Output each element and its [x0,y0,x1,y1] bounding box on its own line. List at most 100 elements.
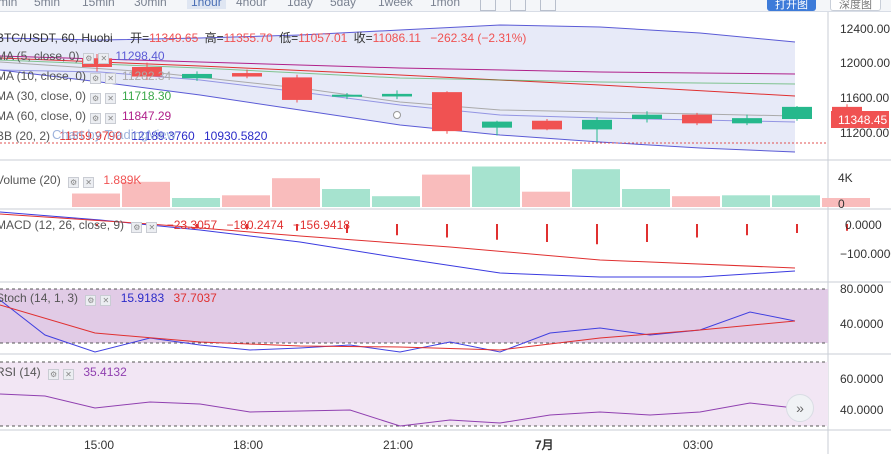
ma-label[interactable]: MA (30, close, 0) [0,89,87,103]
bollinger-lower-line [0,69,796,153]
volume-bar [472,166,520,207]
ma-label[interactable]: MA (10, close, 0) [0,69,87,83]
bb-lower-value: 10930.5820 [203,129,268,143]
ma-legend: MA (30, close, 0) ⚙ ✕ 11718.30 [0,89,171,104]
open-value: 11349.65 [149,31,199,45]
price-tick: 12000.00 [840,56,890,70]
watermark: Chart by TradingView [52,127,177,142]
macd-hist-bar [796,224,798,233]
rsi-legend: RSI (14) ⚙ ✕ 35.4132 [0,365,127,380]
scroll-to-realtime-button[interactable]: » [786,394,814,422]
macd-legend: MACD (12, 26, close, 9) ⚙ ✕ −23.3057 −180… [0,218,350,233]
price-tick: 11600.00 [840,91,889,105]
depth-chart-button[interactable]: 深度图 [830,0,881,11]
symbol-name[interactable]: BTC/USDT, 60, Huobi [0,31,113,45]
ma-value: 11298.40 [115,49,165,63]
ma-label[interactable]: MA (5, close, 0) [0,49,80,63]
close-icon[interactable]: ✕ [105,93,117,104]
ma-label[interactable]: MA (60, close, 0) [0,109,87,123]
crosshair-marker [393,111,401,119]
volume-bar [722,195,770,207]
close-icon[interactable]: ✕ [146,222,158,233]
timeframe-15min[interactable]: 15min [82,0,115,9]
settings-icon[interactable]: ⚙ [90,113,102,124]
ma-legend: MA (5, close, 0) ⚙ ✕ 11298.40 [0,49,165,64]
settings-icon[interactable] [540,0,556,11]
candle-body [82,58,112,67]
candle-body [682,114,712,124]
settings-icon[interactable]: ⚙ [68,177,80,188]
volume-bar [622,189,670,207]
close-label: 收= [353,31,373,45]
macd-label[interactable]: MACD (12, 26, close, 9) [0,218,125,232]
macd-tick: 0.0000 [845,218,882,232]
close-icon[interactable]: ✕ [83,177,95,188]
ma-value: 11847.29 [122,109,172,123]
stoch-label[interactable]: Stoch (14, 1, 3) [0,291,79,305]
volume-label[interactable]: Volume (20) [0,173,61,187]
bb-label[interactable]: BB (20, 2) [0,129,51,143]
settings-icon[interactable]: ⚙ [131,222,143,233]
rsi-tick: 60.0000 [840,372,884,386]
volume-bar [572,169,620,207]
settings-icon[interactable]: ⚙ [83,53,95,64]
timeframe-4hour[interactable]: 4hour [236,0,267,9]
volume-bar [522,191,570,207]
timeframe-5day[interactable]: 5day [330,0,357,9]
close-icon[interactable]: ✕ [105,113,117,124]
stoch-k-value: 15.9183 [120,291,165,305]
timeframe-1week[interactable]: 1week [378,0,413,9]
last-price-label: 11348.45 [838,113,887,127]
price-chart[interactable]: 12400.00 12000.00 11600.00 11200.00 1134… [0,12,891,454]
timeframe-1mon[interactable]: 1mon [430,0,461,9]
timeframe-1day[interactable]: 1day [287,0,314,9]
time-tick: 15:00 [84,438,114,452]
timeframe-min[interactable]: min [0,0,18,9]
candle-body [732,118,762,124]
close-icon[interactable]: ✕ [100,295,112,306]
rsi-line [0,393,796,427]
close-icon[interactable]: ✕ [63,369,75,380]
bb-upper-value: 12189.3760 [131,129,195,143]
high-value: 11355.70 [223,31,273,45]
open-chart-button[interactable]: 打开图 [767,0,816,11]
bb-basis-value: 11559.9790 [59,129,122,143]
indicators-icon[interactable] [510,0,526,11]
macd-hist-bar [446,224,448,238]
candle-body [382,93,412,97]
close-icon[interactable]: ✕ [98,53,110,64]
stoch-tick: 40.0000 [840,317,884,331]
settings-icon[interactable]: ⚙ [90,73,102,84]
macd-hist-bar [546,224,548,242]
candle-body [482,121,512,128]
timeframe-5min[interactable]: 5min [34,0,61,9]
volume-tick: 4K [838,171,853,185]
timeframe-30min[interactable]: 30min [134,0,167,9]
ma-60-line [0,55,796,75]
volume-bar [222,195,270,207]
rsi-value: 35.4132 [83,365,127,379]
settings-icon[interactable]: ⚙ [85,295,97,306]
macd-signal-line [0,213,796,269]
settings-icon[interactable]: ⚙ [90,93,102,104]
macd-hist-bar [646,224,648,242]
volume-bar [72,193,120,207]
candles [82,54,862,143]
macd-hist-bar [96,224,98,227]
close-icon[interactable]: ✕ [105,73,117,84]
volume-bar [172,198,220,207]
rsi-label[interactable]: RSI (14) [0,365,41,379]
change-value: −262.34 (−2.31%) [430,31,527,45]
chart-type-icon[interactable] [480,0,496,11]
candle-body [182,73,212,79]
volume-bar [122,181,170,207]
high-label: 高= [204,31,224,45]
timeframe-1hour[interactable]: 1hour [187,0,226,9]
stoch-legend: Stoch (14, 1, 3) ⚙ ✕ 15.9183 37.7037 [0,291,217,306]
last-price-badge [831,111,889,128]
timeframe-toolbar: 打开图 深度图 min 5min 15min 30min 1hour 4hour 1day 5… [0,0,891,12]
settings-icon[interactable]: ⚙ [48,369,60,380]
candle-body [532,120,562,130]
ma-value: 11282.34 [122,69,172,83]
candle-body [132,67,162,77]
